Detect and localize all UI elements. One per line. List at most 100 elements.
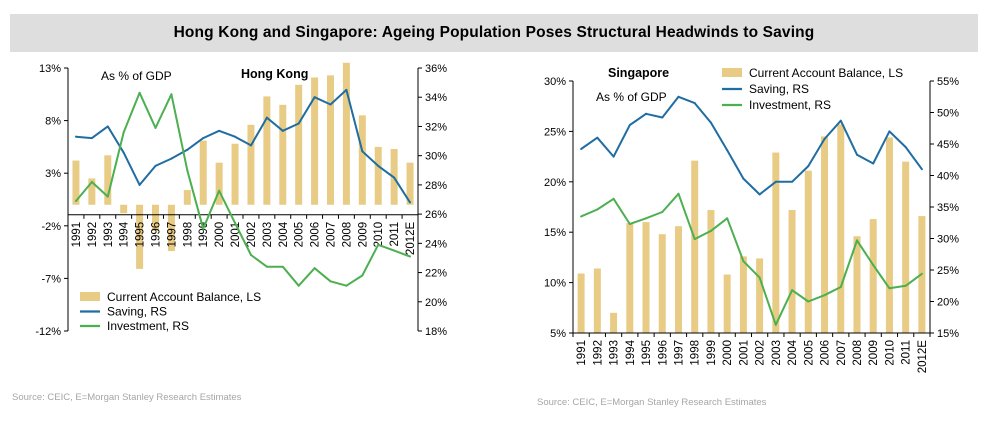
hk-right-tick-label: 20% [425,297,447,309]
hk-right-tick-label: 32% [425,121,447,133]
sg-left-tick-label: 5% [550,328,566,340]
hk-saving-point-2003 [265,116,268,119]
sg-left-tick-label: 30% [544,76,566,88]
sg-x-label-2002: 2002 [755,340,767,366]
hk-bar-1994 [120,204,128,214]
sg-bar-2004 [788,210,796,333]
sg-x-label-2006: 2006 [820,340,832,366]
hk-right-tick-label: 36% [425,63,447,75]
sg-right-tick-label: 55% [937,76,959,88]
sg-investment-line [580,192,923,326]
sg-saving-point-1994 [628,124,631,127]
hk-annotation: As % of GDP [101,69,172,83]
sg-saving-point-2002 [758,193,761,196]
hk-x-label-2002: 2002 [246,222,258,248]
hk-x-label-2010: 2010 [373,222,385,248]
sg-x-label-2011: 2011 [901,340,913,365]
sg-investment-point-2000 [726,217,729,220]
sg-investment-point-1995 [645,217,648,220]
hk-x-label-2005: 2005 [294,222,306,248]
sg-x-label-2000: 2000 [722,340,734,366]
sg-investment-point-2004 [791,289,794,292]
hk-x-label-1993: 1993 [103,222,115,248]
title-bar: Hong Kong and Singapore: Ageing Populati… [10,14,978,52]
sg-left-tick-label: 10% [544,278,566,290]
sg-right-tick-label: 25% [937,265,959,277]
sg-investment-point-1993 [612,197,615,200]
hk-left-tick-label: -2% [41,221,61,233]
sg-right-tick-label: 30% [937,234,959,246]
hk-investment-point-2001 [234,221,237,224]
sg-saving-point-1991 [580,148,583,151]
hk-saving-point-2007 [329,103,332,106]
sg-bar-2011 [902,161,910,333]
sg-x-label-1997: 1997 [673,340,685,366]
sg-saving-point-2000 [726,149,729,152]
sg-saving-point-1998 [693,102,696,105]
sg-investment-point-2007 [839,286,842,289]
sg-bar-1992 [593,268,601,333]
hk-right-tick-label: 24% [425,238,447,250]
hk-right-tick-label: 28% [425,180,447,192]
hk-x-label-2003: 2003 [262,222,274,248]
sg-annotation: As % of GDP [596,90,667,104]
hk-right-tick-label: 26% [425,209,447,221]
hk-x-label-2009: 2009 [357,222,369,248]
hk-right-tick-label: 22% [425,268,447,280]
sg-investment-point-2011 [904,284,907,287]
hk-x-label-2007: 2007 [326,222,338,248]
sg-investment-point-2010 [888,287,891,290]
sg-bar-2006 [821,136,829,333]
sg-bar-1994 [626,223,634,333]
hk-investment-point-1994 [122,131,125,134]
hk-investment-point-2005 [297,284,300,287]
hk-left-tick-label: 3% [45,168,61,180]
hk-investment-point-2003 [265,265,268,268]
hk-x-label-1997: 1997 [166,222,178,248]
hk-x-label-2008: 2008 [341,222,353,248]
hk-bar-2010 [374,146,382,205]
hk-investment-point-2006 [313,267,316,270]
hk-x-label-2004: 2004 [278,221,290,247]
sg-x-label-1995: 1995 [641,340,653,366]
sg-investment-point-1996 [661,211,664,214]
sg-saving-point-2006 [823,137,826,140]
sg-x-label-2001: 2001 [738,340,750,366]
sg-right-tick-label: 15% [937,328,959,340]
sg-x-label-1994: 1994 [625,339,637,365]
sg-saving-point-2009 [872,162,875,165]
source-note-singapore: Source: CEIC, E=Morgan Stanley Research … [537,397,767,408]
sg-investment-point-2009 [872,263,875,266]
sg-investment-point-2001 [742,260,745,263]
sg-x-label-1999: 1999 [706,340,718,366]
sg-right-tick-label: 35% [937,202,959,214]
sg-bar-2005 [804,170,812,333]
sg-bar-2008 [853,236,861,333]
hk-saving-point-1997 [170,157,173,160]
hk-saving-point-2011 [393,176,396,179]
hk-x-label-1995: 1995 [135,222,147,248]
sg-bar-2007 [837,124,845,334]
hk-investment-point-2007 [329,280,332,283]
sg-saving-point-1996 [661,116,664,119]
hk-saving-point-1994 [122,151,125,154]
sg-investment-point-2005 [807,300,810,303]
sg-x-label-2010: 2010 [884,340,896,366]
sg-x-label-2004: 2004 [787,339,799,365]
hk-x-label-1999: 1999 [198,222,210,248]
hk-bar-1997 [167,204,175,252]
hk-saving-point-1991 [74,135,77,138]
hk-legend-label: Investment, RS [107,319,189,333]
hk-saving-point-2002 [249,144,252,147]
sg-right-tick-label: 45% [937,139,959,151]
hk-bar-1998 [183,190,191,205]
sg-saving-point-2012E [920,168,923,171]
hk-saving-point-1992 [90,137,93,140]
hk-chart-title: Hong Kong [241,67,308,81]
sg-investment-point-2006 [823,294,826,297]
hk-saving-line [75,88,411,203]
sg-saving-line [580,95,923,196]
hk-bar-2001 [231,143,239,205]
sg-right-tick-label: 40% [937,171,959,183]
